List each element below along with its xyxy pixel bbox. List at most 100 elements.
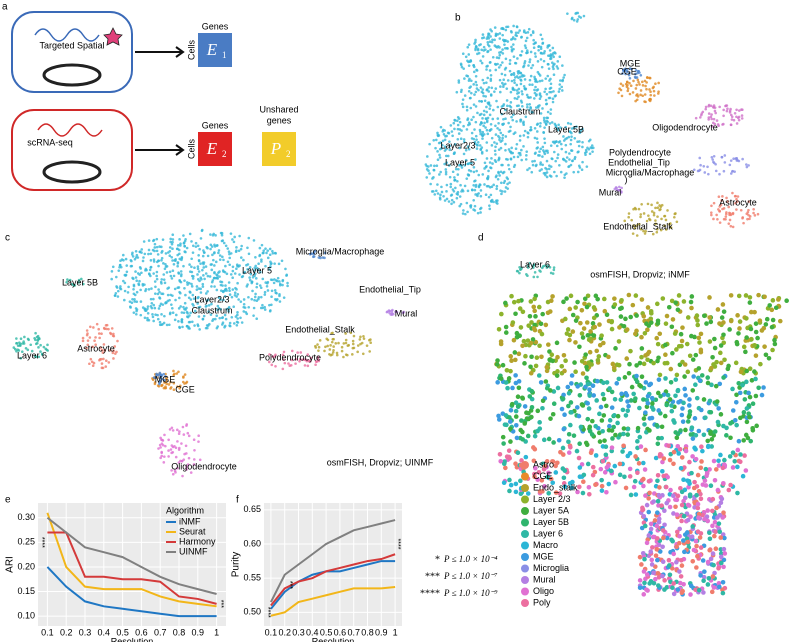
embedding-cell bbox=[747, 213, 750, 217]
embedding-cell bbox=[139, 300, 143, 303]
spatial-cell bbox=[659, 424, 665, 430]
embedding-cell bbox=[489, 28, 492, 31]
embedding-cell bbox=[281, 283, 284, 287]
spatial-cell bbox=[604, 403, 609, 409]
spatial-cell bbox=[516, 351, 522, 357]
spatial-cell bbox=[745, 435, 751, 441]
embedding-cell bbox=[188, 290, 192, 294]
embedding-cell bbox=[155, 274, 158, 278]
embedding-cell bbox=[189, 298, 193, 301]
embedding-cell bbox=[254, 292, 257, 296]
spatial-cell bbox=[715, 307, 721, 312]
embedding-cell bbox=[132, 288, 135, 291]
embedding-cell bbox=[457, 132, 461, 135]
embedding-cell bbox=[558, 79, 562, 82]
embedding-cell bbox=[545, 159, 549, 163]
embedding-cell bbox=[138, 265, 142, 269]
spatial-cell bbox=[678, 331, 684, 337]
embedding-cell bbox=[656, 206, 660, 209]
spatial-cell bbox=[655, 510, 660, 515]
embedding-cell bbox=[162, 321, 166, 325]
spatial-cell bbox=[602, 308, 608, 314]
embedding-cell bbox=[711, 158, 714, 161]
nucleus bbox=[42, 63, 102, 87]
embedding-cell bbox=[474, 120, 478, 124]
spatial-cell bbox=[737, 390, 743, 396]
embedding-cell bbox=[494, 175, 498, 179]
embedding-cell bbox=[447, 200, 451, 203]
cluster-label: Astrocyte bbox=[719, 197, 757, 207]
embedding-cell bbox=[492, 108, 495, 112]
embedding-cell bbox=[456, 179, 459, 183]
embedding-cell bbox=[570, 131, 573, 135]
spatial-cell bbox=[720, 532, 726, 537]
embedding-cell bbox=[524, 115, 528, 119]
spatial-cell bbox=[511, 337, 517, 343]
embedding-cell bbox=[176, 244, 180, 247]
embedding-cell bbox=[443, 145, 447, 148]
spatial-cell bbox=[736, 380, 742, 386]
embedding-cell bbox=[215, 288, 219, 292]
embedding-cell bbox=[124, 257, 128, 261]
embedding-cell bbox=[625, 68, 629, 72]
embedding-cell bbox=[485, 88, 489, 92]
embedding-cell bbox=[148, 268, 152, 272]
spatial-cell bbox=[507, 488, 512, 494]
embedding-cell bbox=[637, 69, 641, 73]
spatial-cell bbox=[655, 536, 660, 541]
embedding-cell bbox=[551, 46, 555, 50]
embedding-cell bbox=[462, 124, 465, 128]
embedding-cell bbox=[163, 455, 166, 458]
embedding-cell bbox=[479, 189, 483, 192]
embedding-cell bbox=[460, 129, 463, 132]
embedding-cell bbox=[182, 375, 185, 378]
embedding-cell bbox=[458, 195, 462, 198]
embedding-cell bbox=[562, 135, 565, 138]
embedding-cell bbox=[160, 377, 164, 381]
embedding-cell bbox=[182, 311, 186, 315]
embedding-cell bbox=[166, 251, 170, 254]
embedding-cell bbox=[722, 122, 725, 126]
spatial-cell bbox=[718, 452, 723, 458]
embedding-cell bbox=[149, 265, 153, 269]
spatial-cell bbox=[537, 343, 542, 349]
legend-label: Astro bbox=[533, 459, 554, 469]
embedding-cell bbox=[466, 145, 470, 148]
spatial-cell bbox=[525, 433, 531, 439]
spatial-cell bbox=[740, 382, 745, 388]
spatial-cell bbox=[508, 482, 514, 488]
embedding-cell bbox=[477, 192, 480, 195]
embedding-cell bbox=[698, 116, 702, 119]
spatial-cell bbox=[546, 436, 552, 442]
embedding-cell bbox=[245, 285, 249, 288]
embedding-cell bbox=[36, 334, 40, 338]
significance-annotation: **** bbox=[264, 607, 271, 618]
embedding-cell bbox=[506, 182, 509, 186]
matrix-e1 bbox=[198, 33, 232, 67]
spatial-cell bbox=[611, 365, 617, 370]
spatial-cell bbox=[669, 566, 675, 571]
embedding-cell bbox=[493, 90, 496, 93]
spatial-cell bbox=[534, 355, 540, 360]
embedding-cell bbox=[654, 206, 657, 210]
embedding-cell bbox=[629, 84, 633, 88]
embedding-cell bbox=[692, 168, 696, 172]
spatial-cell bbox=[609, 448, 615, 454]
embedding-cell bbox=[481, 130, 485, 134]
embedding-cell bbox=[261, 277, 265, 281]
embedding-cell bbox=[140, 271, 143, 275]
embedding-cell bbox=[155, 277, 159, 281]
spatial-cell bbox=[669, 324, 675, 330]
spatial-cell bbox=[666, 304, 672, 310]
embedding-cell bbox=[144, 269, 147, 272]
spatial-cell bbox=[586, 491, 592, 497]
embedding-cell bbox=[741, 157, 744, 161]
embedding-cell bbox=[534, 106, 538, 109]
embedding-cell bbox=[551, 65, 555, 69]
spatial-cell bbox=[643, 447, 648, 453]
spatial-cell bbox=[718, 343, 724, 348]
spatial-cell bbox=[567, 306, 573, 312]
spatial-cell bbox=[503, 324, 509, 330]
embedding-cell bbox=[712, 217, 715, 221]
embedding-cell bbox=[264, 264, 267, 268]
